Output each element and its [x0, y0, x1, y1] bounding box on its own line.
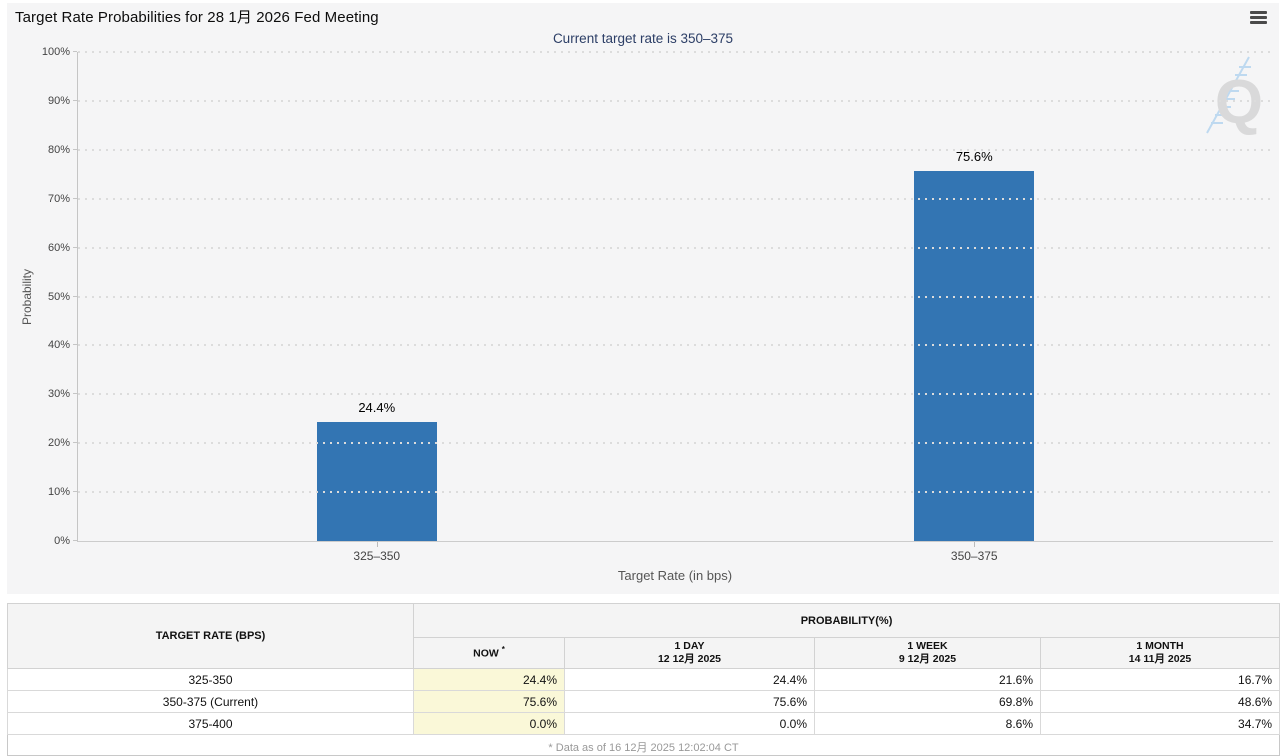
x-axis-title: Target Rate (in bps) — [617, 568, 733, 583]
table-row-350-375-current: 350-375 (Current) 75.6% 75.6% 69.8% 48.6… — [7, 690, 1281, 713]
y-tick-label: 20% — [47, 437, 70, 450]
month-value: 48.6% — [1039, 690, 1281, 713]
y-tick-mark — [73, 197, 77, 199]
gridline — [78, 442, 1273, 445]
gridline — [78, 295, 1273, 298]
week-value: 8.6% — [814, 712, 1041, 735]
probability-table-panel: TARGET RATE (BPS) PROBABILITY(%) NOW * 1… — [7, 603, 1281, 756]
hamburger-menu-icon[interactable] — [1250, 11, 1267, 26]
header-now: NOW * — [413, 637, 565, 669]
range-cell: 325-350 — [7, 668, 414, 691]
gridline — [78, 246, 1273, 249]
x-category-label: 350–375 — [950, 549, 998, 563]
x-tick-mark — [376, 542, 378, 547]
month-value: 16.7% — [1039, 668, 1281, 691]
header-1-week: 1 WEEK 9 12月 2025 — [814, 637, 1041, 669]
y-tick-label: 40% — [47, 339, 70, 352]
bar-value-label: 75.6% — [955, 149, 993, 165]
range-cell: 350-375 (Current) — [7, 690, 414, 713]
probability-table: TARGET RATE (BPS) PROBABILITY(%) NOW * 1… — [7, 603, 1281, 756]
header-1-month: 1 MONTH 14 11月 2025 — [1039, 637, 1281, 669]
gridline — [78, 51, 1273, 53]
header-1-month-date: 14 11月 2025 — [1128, 653, 1192, 665]
plot-area: 24.4% 325–350 75.6% 350–375 0% 10% 20% 30% 4… — [42, 46, 1273, 563]
y-tick-mark — [73, 344, 77, 346]
gridline — [78, 344, 1273, 347]
y-tick-mark — [73, 393, 77, 395]
now-value: 75.6% — [413, 690, 565, 713]
header-1-day-date: 12 12月 2025 — [657, 653, 722, 665]
y-tick-label: 0% — [54, 535, 70, 547]
table-row-325-350: 325-350 24.4% 24.4% 21.6% 16.7% — [7, 668, 1281, 691]
bar-value-label: 24.4% — [358, 399, 396, 415]
probability-bar[interactable] — [914, 171, 1035, 541]
y-tick-label: 80% — [47, 143, 70, 156]
bar-group-325-350: 24.4% 325–350 — [316, 52, 437, 563]
y-tick-label: 10% — [47, 486, 70, 499]
gridline — [78, 99, 1273, 102]
gridline — [78, 393, 1273, 396]
y-tick-mark — [73, 491, 77, 493]
range-cell: 375-400 — [7, 712, 414, 735]
header-1-day: 1 DAY 12 12月 2025 — [564, 637, 815, 669]
y-tick-mark — [73, 295, 77, 297]
header-target-rate: TARGET RATE (BPS) — [7, 603, 414, 669]
gridline — [78, 197, 1273, 200]
gridline — [78, 148, 1273, 151]
now-value: 24.4% — [413, 668, 565, 691]
y-tick-label: 60% — [47, 241, 70, 254]
y-tick-mark — [73, 540, 77, 541]
gridline — [78, 491, 1273, 494]
header-probability-group: PROBABILITY(%) — [412, 603, 1281, 638]
header-1-week-date: 9 12月 2025 — [898, 653, 957, 665]
chart-title: Target Rate Probabilities for 28 1月 2026… — [15, 9, 379, 26]
day-value: 75.6% — [564, 690, 815, 713]
fedwatch-chart-panel: Target Rate Probabilities for 28 1月 2026… — [7, 3, 1279, 594]
chart-subtitle: Current target rate is 350–375 — [552, 31, 734, 46]
day-value: 0.0% — [564, 712, 815, 735]
x-tick-mark — [974, 542, 976, 547]
y-tick-label: 100% — [41, 46, 70, 58]
month-value: 34.7% — [1039, 712, 1281, 735]
y-tick-label: 50% — [47, 290, 70, 303]
y-tick-mark — [73, 246, 77, 248]
data-as-of-footnote: * Data as of 16 12月 2025 12:02:04 CT — [7, 734, 1280, 756]
y-tick-label: 70% — [47, 192, 70, 205]
asterisk: * — [501, 645, 505, 655]
watermark-letter: Q — [1215, 68, 1263, 137]
day-value: 24.4% — [564, 668, 815, 691]
week-value: 21.6% — [814, 668, 1041, 691]
bar-group-350-375: 75.6% 350–375 — [914, 52, 1035, 563]
y-tick-label: 90% — [47, 94, 70, 107]
week-value: 69.8% — [814, 690, 1041, 713]
table-row-375-400: 375-400 0.0% 0.0% 8.6% 34.7% — [7, 712, 1281, 735]
quikstrike-watermark-logo: Q — [1206, 56, 1263, 137]
y-tick-mark — [73, 442, 77, 444]
now-value: 0.0% — [413, 712, 565, 735]
probability-bar[interactable] — [316, 421, 437, 541]
x-category-label: 325–350 — [353, 549, 401, 563]
y-tick-mark — [73, 148, 77, 150]
y-tick-mark — [73, 51, 77, 52]
y-tick-label: 30% — [47, 388, 70, 401]
y-tick-mark — [73, 99, 77, 101]
